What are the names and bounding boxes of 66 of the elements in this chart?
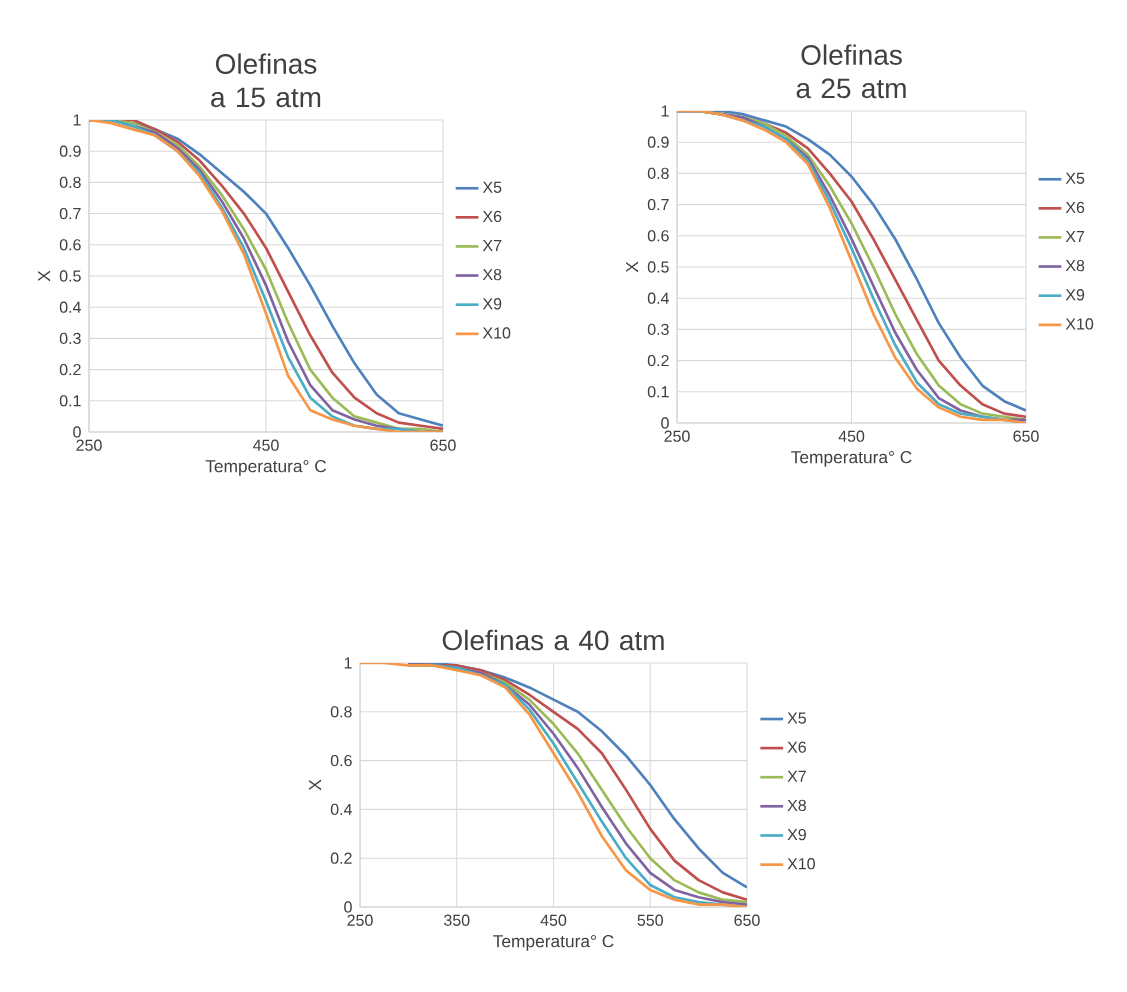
y-tick-label: 1 xyxy=(344,657,352,669)
y-tick-label: 0.1 xyxy=(647,386,669,398)
legend-label: X5 xyxy=(482,181,502,193)
x-tick-label: 450 xyxy=(253,439,279,451)
y-tick-label: 0.8 xyxy=(647,167,669,180)
legend-label: X9 xyxy=(482,298,502,310)
y-tick-label: 0.2 xyxy=(330,852,352,864)
legend-label: X10 xyxy=(482,327,511,339)
legend-label: X5 xyxy=(787,712,806,724)
legend-label: X10 xyxy=(787,858,815,870)
x-tick-label: 350 xyxy=(444,914,470,926)
x-tick-label: 250 xyxy=(347,914,373,926)
y-tick-label: 0.5 xyxy=(647,261,669,273)
x-tick-label: 250 xyxy=(76,439,102,451)
y-tick-label: 0.9 xyxy=(647,136,669,148)
legend-label: X6 xyxy=(482,210,502,223)
legend-label: X5 xyxy=(1065,172,1085,184)
chart-title: Olefinas a 15 atm xyxy=(211,53,321,108)
y-tick-label: 0.3 xyxy=(647,323,669,336)
y-tick-label: 0.8 xyxy=(330,706,352,718)
y-tick-label: 0.7 xyxy=(59,207,81,220)
y-tick-label: 0.1 xyxy=(59,395,81,407)
y-tick-label: 0.3 xyxy=(59,332,81,345)
x-tick-label: 450 xyxy=(540,914,567,926)
y-tick-label: 0.6 xyxy=(330,754,352,767)
y-tick-label: 0.4 xyxy=(647,292,669,304)
x-tick-label: 550 xyxy=(637,914,663,926)
x-tick-label: 250 xyxy=(664,430,690,442)
legend-label: X6 xyxy=(1065,201,1085,214)
y-tick-label: 0.2 xyxy=(59,363,81,376)
y-tick-label: 0.4 xyxy=(330,803,352,816)
legend-label: X8 xyxy=(482,268,502,281)
legend-label: X8 xyxy=(1065,259,1085,272)
x-tick-label: 650 xyxy=(1013,430,1039,442)
legend-label: X8 xyxy=(787,799,806,812)
legend-label: X7 xyxy=(1065,230,1085,242)
y-axis-title: X xyxy=(38,270,51,282)
legend-label: X9 xyxy=(1065,289,1085,301)
x-axis-title: Temperatura° C xyxy=(205,460,327,476)
y-tick-label: 1 xyxy=(73,114,81,126)
y-tick-label: 0 xyxy=(344,901,352,913)
legend-label: X7 xyxy=(787,770,806,782)
chart-title: Olefinas a 25 atm xyxy=(796,44,906,99)
y-tick-label: 0.7 xyxy=(647,198,669,211)
x-tick-label: 450 xyxy=(838,430,865,442)
legend-label: X6 xyxy=(787,741,806,753)
y-axis-title: X xyxy=(626,261,639,273)
y-tick-label: 0.6 xyxy=(59,239,81,251)
y-tick-label: 1 xyxy=(661,105,669,117)
y-tick-label: 0 xyxy=(73,426,81,438)
y-tick-label: 0.4 xyxy=(59,301,81,313)
y-tick-label: 0.9 xyxy=(59,145,81,157)
y-tick-label: 0.5 xyxy=(59,270,81,282)
y-tick-label: 0.6 xyxy=(647,230,669,242)
legend-label: X10 xyxy=(1065,318,1094,330)
legend-label: X7 xyxy=(482,239,502,251)
y-tick-label: 0.8 xyxy=(59,176,81,189)
chart-title: Olefinas a 40 atm xyxy=(442,629,664,651)
x-axis-title: Temperatura° C xyxy=(791,451,912,467)
y-tick-label: 0 xyxy=(661,417,669,429)
y-axis-title: X xyxy=(309,779,322,791)
legend-label: X9 xyxy=(787,828,806,841)
x-axis-title: Temperatura° C xyxy=(493,935,614,951)
x-tick-label: 650 xyxy=(734,914,760,926)
y-tick-label: 0.2 xyxy=(647,354,669,367)
x-tick-label: 650 xyxy=(430,439,456,451)
